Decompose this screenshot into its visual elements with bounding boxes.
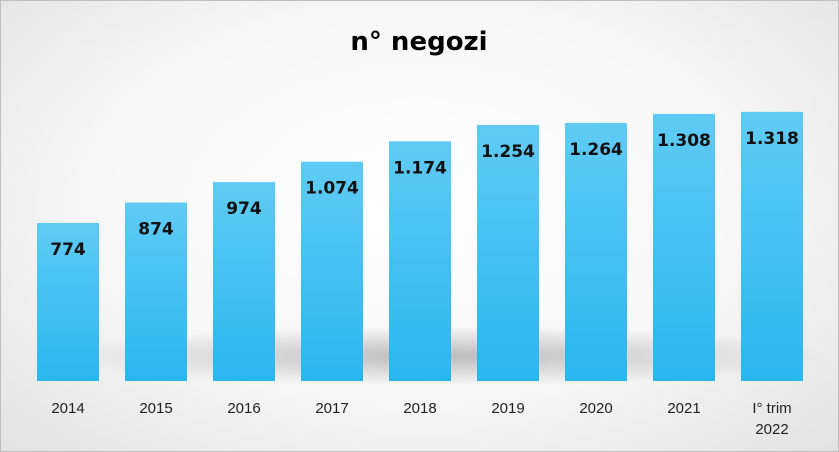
x-tick-label: 2021	[667, 400, 700, 417]
x-tick-label: 2020	[579, 400, 612, 417]
bar-2021	[653, 113, 715, 381]
x-tick-label: 2016	[227, 400, 260, 417]
value-label: 1.318	[745, 129, 799, 149]
value-label: 874	[138, 220, 174, 240]
x-tick-label: I° trim	[752, 400, 791, 417]
bar-2014	[37, 222, 99, 381]
x-tick-label: 2019	[491, 400, 524, 417]
bar-i°-trim-2022	[741, 111, 803, 381]
value-label: 1.254	[481, 142, 535, 162]
chart-title: n° negozi	[350, 27, 487, 57]
bar-2017	[301, 161, 363, 381]
value-label: 1.308	[657, 131, 711, 151]
bar-2019	[477, 124, 539, 381]
value-label: 974	[226, 199, 262, 219]
x-tick-label: 2014	[51, 400, 84, 417]
bar-2015	[125, 202, 187, 381]
x-tick-label: 2022	[755, 421, 788, 438]
value-label: 1.264	[569, 140, 623, 160]
value-label: 1.074	[305, 179, 359, 199]
x-tick-labels-group: 2014 2015 2016 2017 2018 2019 2020 2021 I° trim 2…	[51, 400, 791, 438]
bar-2018	[389, 141, 451, 381]
bar-2020	[565, 122, 627, 382]
value-labels-group: 774 874 974 1.074 1.174 1.254 1.264 1.308 1.318	[50, 129, 799, 260]
bars-group	[37, 111, 803, 382]
bar-2016	[213, 182, 275, 381]
value-label: 774	[50, 240, 86, 260]
x-tick-label: 2015	[139, 400, 172, 417]
value-label: 1.174	[393, 158, 447, 178]
x-tick-label: 2018	[403, 400, 436, 417]
x-tick-label: 2017	[315, 400, 348, 417]
